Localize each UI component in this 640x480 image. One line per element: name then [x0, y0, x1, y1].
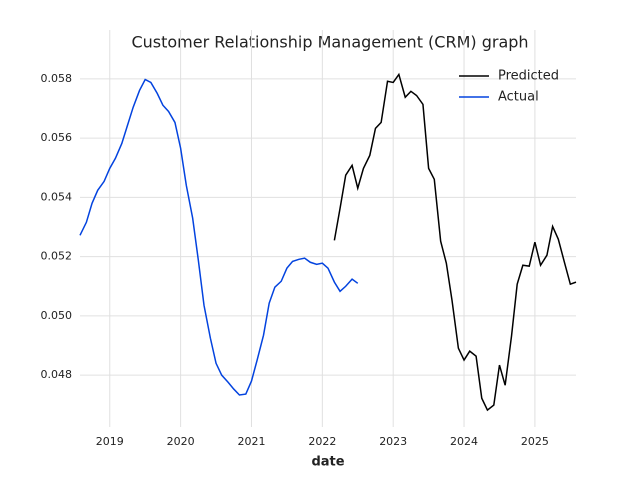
- line-series: [333, 72, 577, 412]
- legend-label: Actual: [498, 90, 539, 105]
- y-tick-label: 0.054: [41, 190, 73, 203]
- x-tick-label: 2019: [96, 435, 124, 448]
- y-tick-label: 0.056: [41, 131, 73, 144]
- y-tick-label: 0.058: [41, 72, 73, 85]
- x-tick-label: 2023: [379, 435, 407, 448]
- x-tick-label: 2021: [237, 435, 265, 448]
- x-tick-label: 2020: [167, 435, 195, 448]
- legend-label: Predicted: [498, 69, 559, 84]
- x-tick-label: 2025: [521, 435, 549, 448]
- x-tick-label: 2022: [308, 435, 336, 448]
- chart-title: Customer Relationship Management (CRM) g…: [131, 33, 528, 52]
- y-tick-label: 0.052: [41, 250, 73, 263]
- x-tick-label: 2024: [450, 435, 478, 448]
- y-tick-label: 0.048: [41, 368, 73, 381]
- x-axis-label: date: [311, 455, 344, 470]
- y-tick-label: 0.050: [41, 309, 73, 322]
- line-series: [79, 78, 359, 396]
